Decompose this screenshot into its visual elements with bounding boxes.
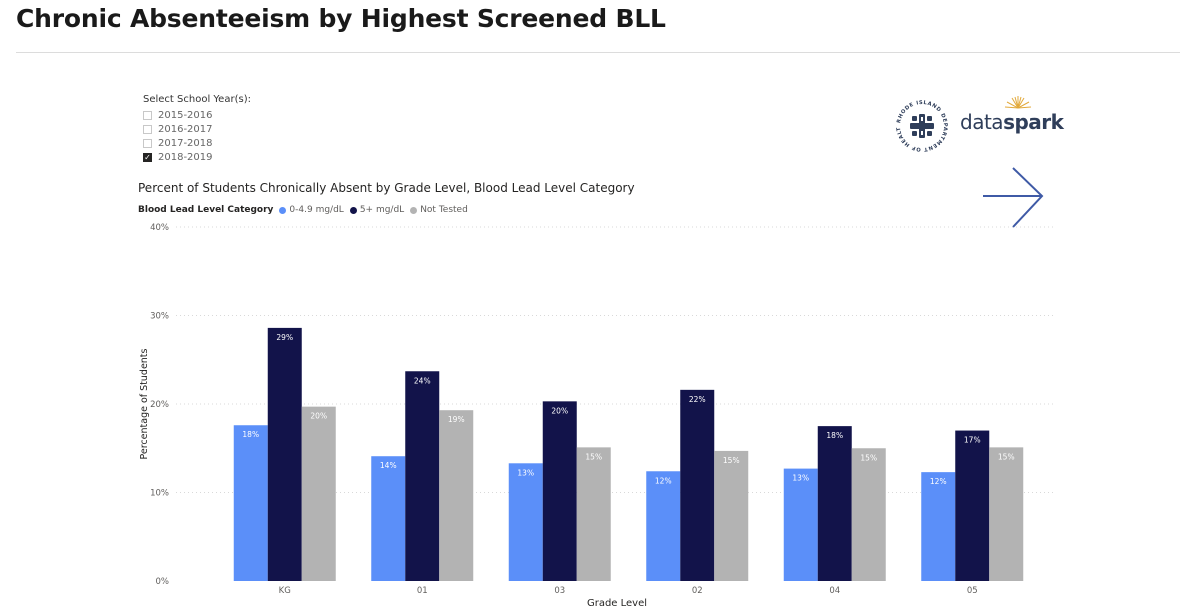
data-label: 22% bbox=[689, 395, 706, 404]
bar[interactable] bbox=[955, 430, 990, 581]
y-tick-label: 10% bbox=[150, 489, 169, 499]
data-label: 19% bbox=[448, 415, 465, 424]
x-tick-label: 03 bbox=[554, 586, 565, 596]
legend-item-5-plus[interactable]: 5+ mg/dL bbox=[349, 205, 405, 215]
data-label: 15% bbox=[723, 456, 740, 465]
y-axis-title: Percentage of Students bbox=[139, 348, 150, 459]
legend-label: 5+ mg/dL bbox=[359, 205, 405, 215]
x-tick-label: KG bbox=[279, 586, 291, 596]
data-label: 29% bbox=[276, 333, 293, 342]
bar[interactable] bbox=[783, 468, 818, 581]
data-label: 13% bbox=[517, 468, 534, 477]
bar[interactable] bbox=[714, 450, 749, 581]
bar[interactable] bbox=[817, 426, 852, 581]
slicer-item-label: 2016-2017 bbox=[158, 123, 213, 135]
data-label: 18% bbox=[242, 430, 259, 439]
dataspark-wordmark-light: data bbox=[960, 110, 1004, 134]
dataspark-wordmark-bold: spark bbox=[1003, 110, 1064, 134]
slicer-item-label: 2017-2018 bbox=[158, 137, 213, 149]
school-year-slicer: Select School Year(s): 2015-2016 2016-20… bbox=[143, 94, 251, 164]
data-label: 17% bbox=[964, 436, 981, 445]
slicer-item-2017-2018[interactable]: 2017-2018 bbox=[143, 136, 251, 150]
bar[interactable] bbox=[576, 447, 611, 581]
bar[interactable] bbox=[371, 456, 406, 581]
data-label: 24% bbox=[414, 376, 431, 385]
ri-department-of-health-logo: RHODE ISLAND DEPARTMENT OF HEALTH bbox=[890, 94, 947, 152]
x-tick-label: 04 bbox=[829, 586, 840, 596]
slicer-item-label: 2015-2016 bbox=[158, 109, 213, 121]
legend-swatch bbox=[410, 206, 418, 214]
slicer-item-2015-2016[interactable]: 2015-2016 bbox=[143, 108, 251, 122]
chart-title: Percent of Students Chronically Absent b… bbox=[138, 181, 635, 195]
y-tick-label: 0% bbox=[156, 577, 170, 587]
spark-rays-icon bbox=[1004, 96, 1032, 109]
data-label: 15% bbox=[860, 453, 877, 462]
x-tick-label: 01 bbox=[417, 586, 428, 596]
bar[interactable] bbox=[680, 389, 715, 581]
data-label: 15% bbox=[585, 452, 602, 461]
y-tick-label: 20% bbox=[150, 400, 169, 410]
bar[interactable] bbox=[989, 447, 1024, 581]
bar[interactable] bbox=[851, 448, 886, 581]
legend-swatch bbox=[349, 206, 357, 214]
bar[interactable] bbox=[267, 327, 302, 581]
chart-legend: Blood Lead Level Category 0-4.9 mg/dL 5+… bbox=[138, 205, 474, 215]
slicer-item-2016-2017[interactable]: 2016-2017 bbox=[143, 122, 251, 136]
checkbox-icon[interactable] bbox=[143, 124, 152, 134]
slicer-title: Select School Year(s): bbox=[143, 94, 251, 105]
bar[interactable] bbox=[233, 425, 268, 581]
legend-item-0-4-9[interactable]: 0-4.9 mg/dL bbox=[279, 205, 344, 215]
data-label: 13% bbox=[792, 474, 809, 483]
x-tick-label: 05 bbox=[967, 586, 978, 596]
bar[interactable] bbox=[405, 371, 440, 581]
x-tick-label: 02 bbox=[692, 586, 703, 596]
data-label: 20% bbox=[551, 406, 568, 415]
bar[interactable] bbox=[439, 410, 474, 581]
bar[interactable] bbox=[508, 463, 543, 581]
y-tick-label: 30% bbox=[150, 312, 169, 322]
x-axis-title: Grade Level bbox=[587, 598, 647, 609]
data-label: 14% bbox=[380, 461, 397, 470]
bar[interactable] bbox=[542, 401, 577, 581]
data-label: 18% bbox=[826, 431, 843, 440]
title-divider bbox=[16, 52, 1180, 53]
legend-label: 0-4.9 mg/dL bbox=[289, 205, 344, 215]
dataspark-wordmark: dataspark bbox=[960, 110, 1064, 134]
arrow-right-icon[interactable] bbox=[980, 165, 1046, 231]
legend-label: Not Tested bbox=[420, 205, 468, 215]
legend-title: Blood Lead Level Category bbox=[138, 205, 274, 215]
data-label: 12% bbox=[930, 477, 947, 486]
data-label: 15% bbox=[998, 452, 1015, 461]
legend-swatch bbox=[279, 206, 287, 214]
checkbox-icon[interactable]: ✓ bbox=[143, 152, 152, 162]
checkbox-icon[interactable] bbox=[143, 138, 152, 148]
checkbox-icon[interactable] bbox=[143, 110, 152, 120]
bar[interactable] bbox=[646, 471, 681, 581]
slicer-item-label: 2018-2019 bbox=[158, 151, 213, 163]
slicer-item-2018-2019[interactable]: ✓ 2018-2019 bbox=[143, 150, 251, 164]
data-label: 12% bbox=[655, 476, 672, 485]
data-label: 20% bbox=[310, 412, 327, 421]
bar[interactable] bbox=[301, 406, 336, 581]
bar[interactable] bbox=[921, 472, 956, 581]
dataspark-logo: dataspark bbox=[960, 94, 1064, 138]
page-title: Chronic Absenteeism by Highest Screened … bbox=[16, 4, 666, 33]
legend-item-not-tested[interactable]: Not Tested bbox=[410, 205, 468, 215]
y-tick-label: 40% bbox=[150, 223, 169, 233]
